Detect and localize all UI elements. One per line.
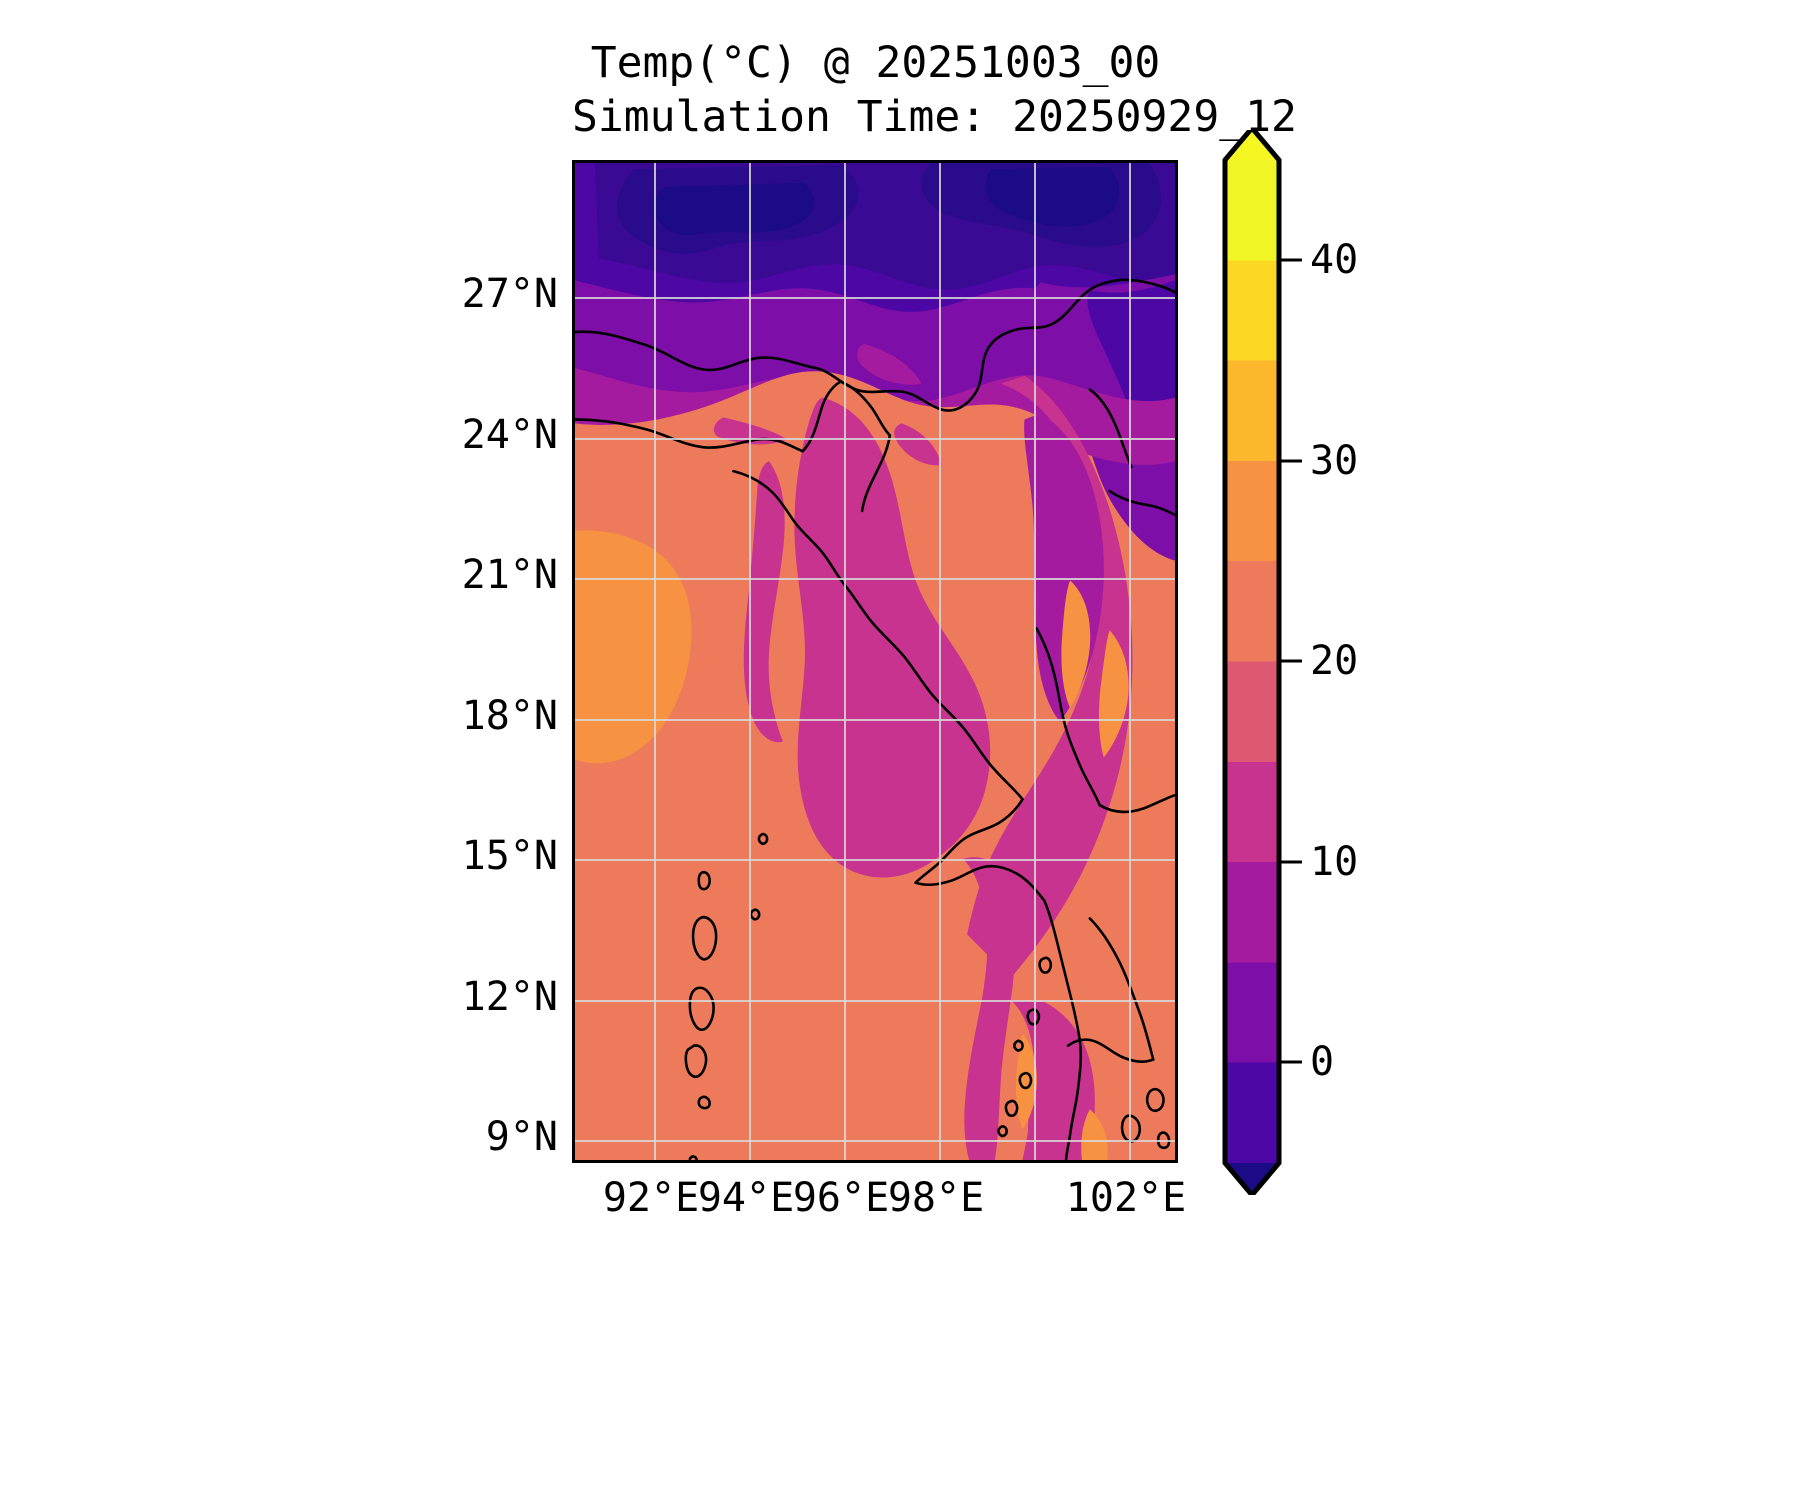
x-tick-label-92e: 92°E <box>602 1175 700 1221</box>
y-tick-label-21n: 21°N <box>461 552 558 598</box>
gridline-vertical-102e <box>1129 163 1131 1160</box>
gridline-vertical-98e <box>939 163 941 1160</box>
y-tick-label-12n: 12°N <box>461 974 558 1020</box>
gridline-vertical-94e <box>749 163 751 1160</box>
y-tick-label-15n: 15°N <box>461 833 558 879</box>
gridline-horizontal-15n <box>575 859 1175 861</box>
gridline-horizontal-9n <box>575 1140 1175 1142</box>
gridline-horizontal-21n <box>575 578 1175 580</box>
title-line-2: Simulation Time: 20250929_12 <box>572 92 1297 142</box>
temperature-contour-field <box>575 163 1175 1160</box>
figure-title: Temp(°C) @ 20251003_00 Simulation Time: … <box>572 36 1297 144</box>
y-tick-label-18n: 18°N <box>461 693 558 739</box>
colorbar-tick-30 <box>1280 459 1302 463</box>
gridline-vertical-96e <box>844 163 846 1160</box>
colorbar-tick-10 <box>1280 860 1302 864</box>
y-tick-label-27n: 27°N <box>461 271 558 317</box>
colorbar-label-0: 0 <box>1310 1039 1335 1085</box>
gridline-horizontal-18n <box>575 719 1175 721</box>
gridline-vertical-100e <box>1034 163 1036 1160</box>
title-line-1: Temp(°C) @ 20251003_00 <box>590 38 1161 88</box>
colorbar-label-40: 40 <box>1310 237 1359 283</box>
x-tick-label-96e: 96°E <box>792 1175 890 1221</box>
x-tick-label-98e: 98°E <box>887 1175 985 1221</box>
gridline-vertical-92e <box>654 163 656 1160</box>
gridline-horizontal-12n <box>575 1000 1175 1002</box>
colorbar[interactable] <box>1222 130 1282 1195</box>
map-axes[interactable] <box>572 160 1178 1163</box>
gridline-horizontal-27n <box>575 297 1175 299</box>
x-tick-label-102e: 102°E <box>1065 1175 1187 1221</box>
colorbar-label-10: 10 <box>1310 839 1359 885</box>
x-tick-label-94e: 94°E <box>697 1175 795 1221</box>
y-tick-label-24n: 24°N <box>461 412 558 458</box>
gridline-horizontal-24n <box>575 438 1175 440</box>
colorbar-tick-20 <box>1280 659 1302 663</box>
colorbar-tick-40 <box>1280 258 1302 262</box>
colorbar-label-30: 30 <box>1310 438 1359 484</box>
colorbar-tick-0 <box>1280 1060 1302 1064</box>
colorbar-label-20: 20 <box>1310 638 1359 684</box>
colorbar-gradient <box>1222 130 1282 1195</box>
y-tick-label-9n: 9°N <box>485 1114 558 1160</box>
